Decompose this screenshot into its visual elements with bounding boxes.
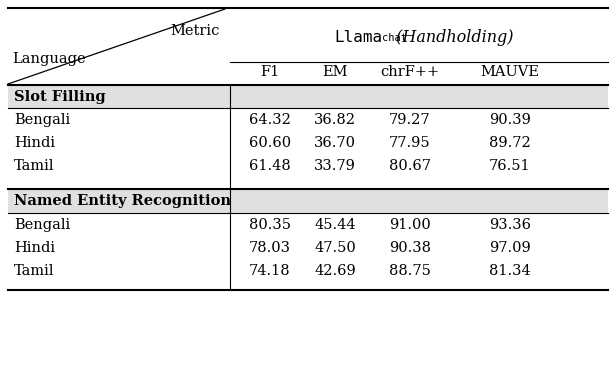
Text: 47.50: 47.50 <box>314 241 356 255</box>
Text: 78.03: 78.03 <box>249 241 291 255</box>
Text: Tamil: Tamil <box>14 264 54 278</box>
Text: 90.38: 90.38 <box>389 241 431 255</box>
Text: Language: Language <box>12 52 86 66</box>
Bar <box>8 85 608 108</box>
Text: Slot Filling: Slot Filling <box>14 90 105 104</box>
Text: Bengali: Bengali <box>14 113 70 127</box>
Text: Metric: Metric <box>171 24 220 38</box>
Text: 91.00: 91.00 <box>389 218 431 232</box>
Text: 42.69: 42.69 <box>314 264 356 278</box>
Text: EM: EM <box>322 65 348 79</box>
Text: 81.34: 81.34 <box>489 264 531 278</box>
Text: 33.79: 33.79 <box>314 159 356 173</box>
Text: 45.44: 45.44 <box>314 218 356 232</box>
Text: (Handholding): (Handholding) <box>391 30 514 47</box>
Text: F1: F1 <box>261 65 280 79</box>
Text: 79.27: 79.27 <box>389 113 431 127</box>
Text: 36.82: 36.82 <box>314 113 356 127</box>
Text: 97.09: 97.09 <box>489 241 531 255</box>
Text: 61.48: 61.48 <box>249 159 291 173</box>
Text: 77.95: 77.95 <box>389 136 431 150</box>
Text: 80.35: 80.35 <box>249 218 291 232</box>
Text: MAUVE: MAUVE <box>480 65 540 79</box>
Text: 88.75: 88.75 <box>389 264 431 278</box>
Text: chat: chat <box>382 33 407 43</box>
Text: 89.72: 89.72 <box>489 136 531 150</box>
Text: Tamil: Tamil <box>14 159 54 173</box>
Text: Llama: Llama <box>334 30 382 46</box>
Text: 93.36: 93.36 <box>489 218 531 232</box>
Text: Named Entity Recognition: Named Entity Recognition <box>14 194 231 208</box>
Text: chrF++: chrF++ <box>381 65 440 79</box>
Text: 60.60: 60.60 <box>249 136 291 150</box>
Text: 90.39: 90.39 <box>489 113 531 127</box>
Text: Hindi: Hindi <box>14 136 55 150</box>
Text: Hindi: Hindi <box>14 241 55 255</box>
Text: 36.70: 36.70 <box>314 136 356 150</box>
Text: 64.32: 64.32 <box>249 113 291 127</box>
Text: 76.51: 76.51 <box>489 159 531 173</box>
Text: 80.67: 80.67 <box>389 159 431 173</box>
Bar <box>8 189 608 213</box>
Text: 74.18: 74.18 <box>249 264 291 278</box>
Text: Bengali: Bengali <box>14 218 70 232</box>
